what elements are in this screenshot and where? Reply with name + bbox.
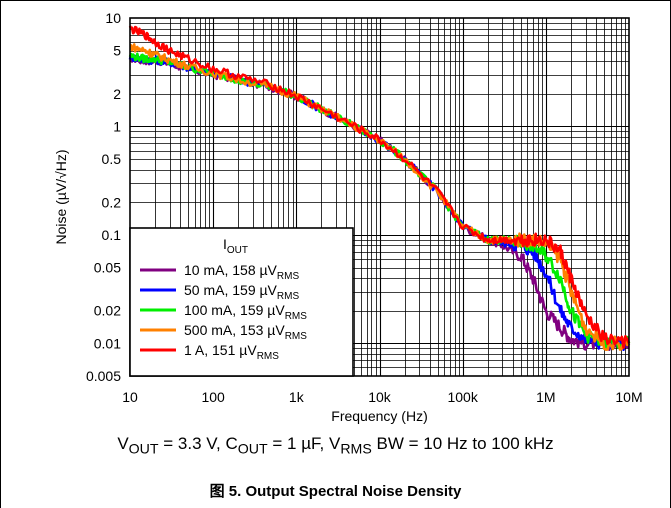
x-tick-label: 10k	[368, 389, 392, 405]
y-tick-label: 0.2	[102, 194, 122, 210]
x-axis-label: Frequency (Hz)	[331, 408, 427, 424]
y-tick-label: 0.1	[102, 227, 122, 243]
y-tick-label: 0.005	[86, 368, 121, 384]
x-tick-label: 100k	[447, 389, 478, 405]
x-tick-label: 1M	[536, 389, 555, 405]
figure-caption: 图 5. Output Spectral Noise Density	[0, 480, 671, 501]
test-conditions: VOUT = 3.3 V, COUT = 1 µF, VRMS BW = 10 …	[0, 434, 671, 457]
y-tick-label: 0.02	[94, 303, 121, 319]
y-tick-label: 10	[105, 10, 121, 26]
y-tick-label: 1	[113, 118, 121, 134]
y-tick-label: 0.5	[102, 151, 122, 167]
x-tick-label: 100	[201, 389, 225, 405]
x-tick-label: 1k	[289, 389, 305, 405]
y-axis-label: Noise (µV/√Hz)	[53, 149, 69, 244]
y-tick-label: 0.05	[94, 260, 121, 276]
y-tick-label: 5	[113, 43, 121, 59]
x-tick-label: 10	[122, 389, 138, 405]
x-tick-label: 10M	[615, 389, 642, 405]
noise-density-chart: 10 100 1k 10k 100k 1M 10M 0.005 0.01 0.02 0.05 0.1 0…	[0, 0, 671, 430]
y-tick-label: 0.01	[94, 335, 121, 351]
y-tick-label: 2	[113, 86, 121, 102]
